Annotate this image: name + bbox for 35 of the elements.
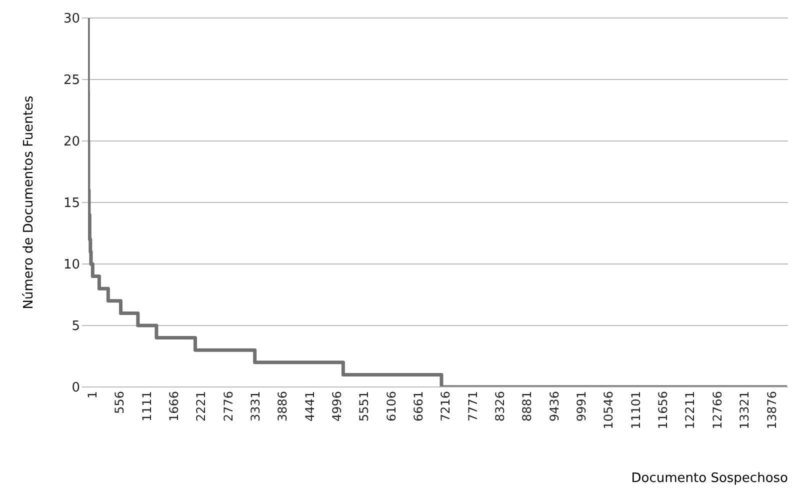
x-tick-label: 12766 [710,391,724,430]
x-tick-label: 2221 [194,391,208,422]
y-tick-label: 0 [72,380,80,396]
x-tick-label: 6106 [384,391,398,422]
x-tick-label: 10546 [602,391,616,430]
x-tick-label: 8881 [520,391,534,422]
x-tick-label: 1666 [167,391,182,422]
y-tick-label: 5 [72,319,80,334]
x-tick-label: 13321 [738,391,752,430]
x-tick-label: 3331 [248,391,263,422]
x-tick-label: 4441 [302,391,317,422]
x-tick-label: 1111 [140,391,154,422]
x-tick-label: 7216 [438,391,453,422]
y-tick-label: 30 [63,12,80,27]
x-tick-label: 7771 [466,391,480,422]
x-tick-label: 12211 [683,391,698,430]
x-tick-label: 11101 [628,391,643,430]
x-tick-label: 8326 [493,391,508,422]
x-tick-label: 11656 [656,391,670,430]
x-tick-label: 13876 [764,391,779,430]
x-tick-label: 5551 [357,391,372,422]
x-tick-label: 9991 [574,391,589,422]
x-tick-label: 1 [86,391,100,399]
x-tick-label: 556 [112,391,127,414]
y-tick-label: 25 [63,73,80,88]
x-tick-label: 2776 [221,391,236,422]
y-tick-label: 15 [63,196,80,212]
x-tick-label: 4996 [330,391,344,422]
x-tick-label: 9436 [547,391,562,422]
y-axis-title: Número de Documentos Fuentes [22,96,37,310]
y-tick-label: 10 [63,258,80,273]
x-tick-label: 3886 [276,391,290,422]
y-tick-label: 20 [63,134,80,150]
x-tick-label: 6661 [412,391,426,422]
x-axis-title: Documento Sospechoso [631,471,788,486]
